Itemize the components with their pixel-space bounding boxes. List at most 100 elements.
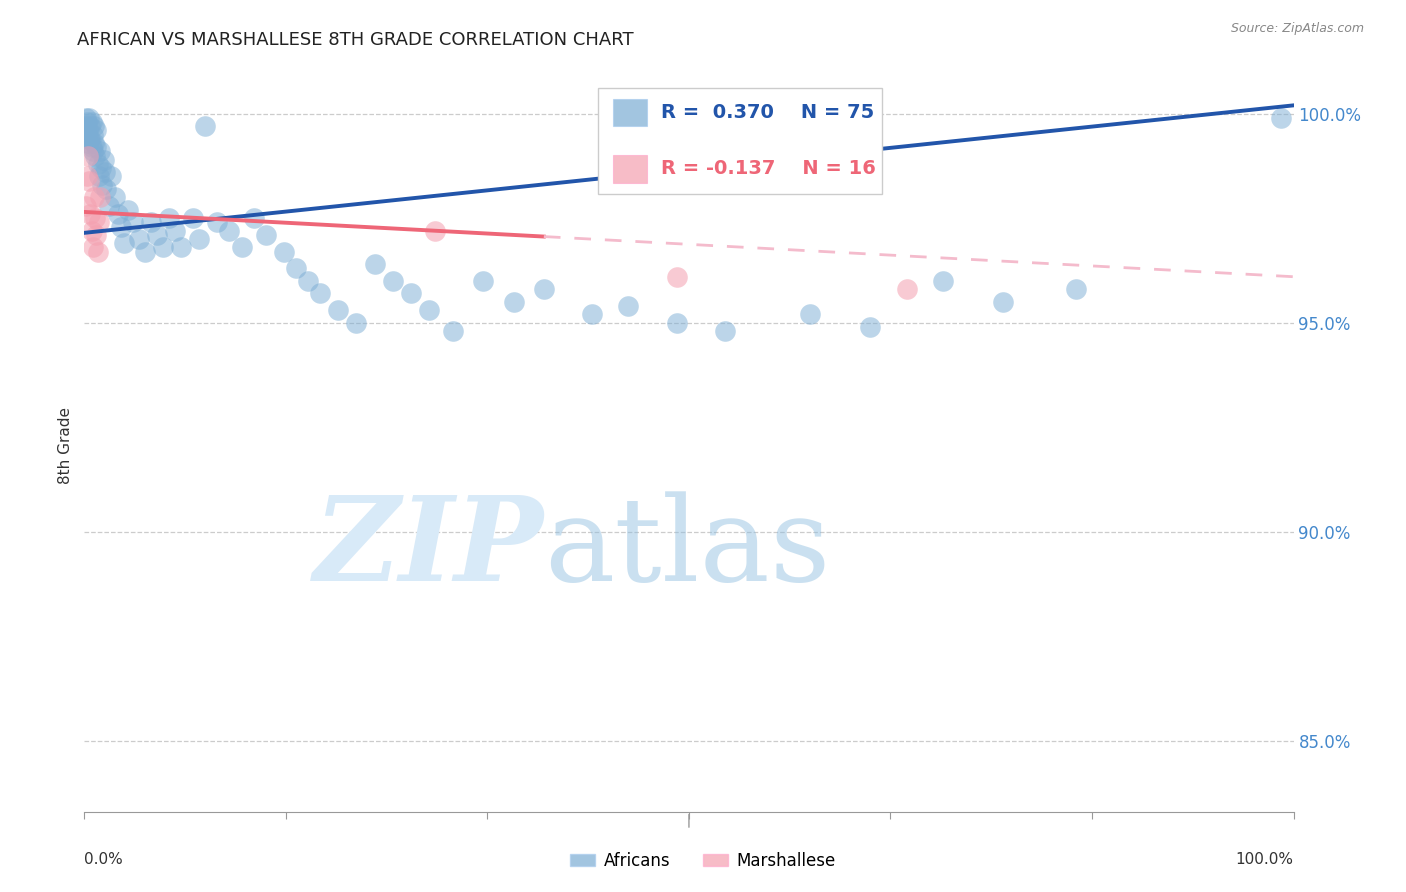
Point — [188, 232, 211, 246]
Point — [94, 165, 117, 179]
FancyBboxPatch shape — [599, 87, 883, 194]
Point — [77, 148, 100, 162]
Point — [110, 219, 132, 234]
Point — [83, 120, 105, 134]
Point — [97, 199, 120, 213]
Point — [399, 286, 422, 301]
Text: 0.0%: 0.0% — [84, 852, 124, 867]
Text: R =  0.370    N = 75: R = 0.370 N = 75 — [661, 103, 875, 122]
Text: 100.0%: 100.0% — [1236, 852, 1294, 867]
Point — [423, 224, 446, 238]
Legend: Africans, Marshallese: Africans, Marshallese — [564, 846, 842, 877]
Point — [84, 148, 107, 162]
Point — [170, 240, 193, 254]
Point — [346, 316, 368, 330]
Point — [152, 240, 174, 254]
FancyBboxPatch shape — [613, 155, 647, 183]
Point — [617, 299, 640, 313]
Point — [86, 140, 108, 154]
Point — [381, 274, 404, 288]
Point — [94, 182, 117, 196]
Point — [128, 232, 150, 246]
Point — [273, 244, 295, 259]
Point — [581, 307, 603, 321]
Point — [207, 215, 229, 229]
Point — [665, 269, 688, 284]
Point — [87, 215, 110, 229]
Point — [76, 115, 98, 129]
Text: ZIP: ZIP — [314, 491, 544, 606]
Point — [284, 261, 308, 276]
Point — [714, 324, 737, 338]
Text: AFRICAN VS MARSHALLESE 8TH GRADE CORRELATION CHART: AFRICAN VS MARSHALLESE 8TH GRADE CORRELA… — [77, 31, 634, 49]
Point — [121, 215, 143, 229]
Point — [80, 140, 103, 154]
Point — [134, 244, 156, 259]
Point — [107, 207, 129, 221]
Point — [896, 282, 918, 296]
Point — [77, 136, 100, 150]
Point — [91, 178, 114, 192]
Point — [1270, 111, 1292, 125]
Point — [231, 240, 253, 254]
Point — [76, 169, 98, 184]
Point — [86, 123, 108, 137]
Point — [117, 202, 139, 217]
Point — [194, 120, 217, 134]
Point — [242, 211, 264, 226]
Point — [77, 173, 100, 187]
Point — [80, 224, 103, 238]
Point — [1064, 282, 1087, 296]
Point — [93, 153, 115, 167]
Point — [181, 211, 204, 226]
Point — [165, 224, 187, 238]
Point — [86, 244, 108, 259]
Point — [254, 227, 277, 242]
Point — [77, 111, 100, 125]
Point — [799, 307, 821, 321]
Point — [79, 120, 101, 134]
Point — [993, 294, 1015, 309]
Point — [83, 136, 105, 150]
Point — [80, 115, 103, 129]
Point — [83, 190, 105, 204]
Point — [100, 169, 122, 184]
FancyBboxPatch shape — [613, 99, 647, 127]
Point — [84, 211, 107, 226]
Point — [859, 319, 882, 334]
Point — [328, 303, 350, 318]
Point — [472, 274, 495, 288]
Point — [82, 240, 104, 254]
Point — [218, 224, 240, 238]
Point — [932, 274, 955, 288]
Point — [87, 169, 110, 184]
Point — [104, 190, 127, 204]
Point — [77, 123, 100, 137]
Point — [86, 227, 108, 242]
Point — [363, 257, 385, 271]
Point — [89, 145, 111, 159]
Point — [502, 294, 524, 309]
Point — [75, 199, 97, 213]
Point — [309, 286, 332, 301]
Point — [665, 316, 688, 330]
Point — [76, 128, 98, 142]
Text: R = -0.137    N = 16: R = -0.137 N = 16 — [661, 160, 876, 178]
Text: Source: ZipAtlas.com: Source: ZipAtlas.com — [1230, 22, 1364, 36]
Point — [146, 227, 169, 242]
Point — [86, 157, 108, 171]
Point — [418, 303, 440, 318]
Y-axis label: 8th Grade: 8th Grade — [58, 408, 73, 484]
Point — [75, 111, 97, 125]
Point — [79, 207, 101, 221]
Point — [139, 215, 162, 229]
Text: atlas: atlas — [544, 491, 830, 606]
Point — [533, 282, 555, 296]
Point — [77, 132, 100, 146]
Point — [82, 128, 104, 142]
Point — [89, 190, 111, 204]
Point — [157, 211, 180, 226]
Point — [441, 324, 464, 338]
Point — [297, 274, 319, 288]
Point — [82, 145, 104, 159]
